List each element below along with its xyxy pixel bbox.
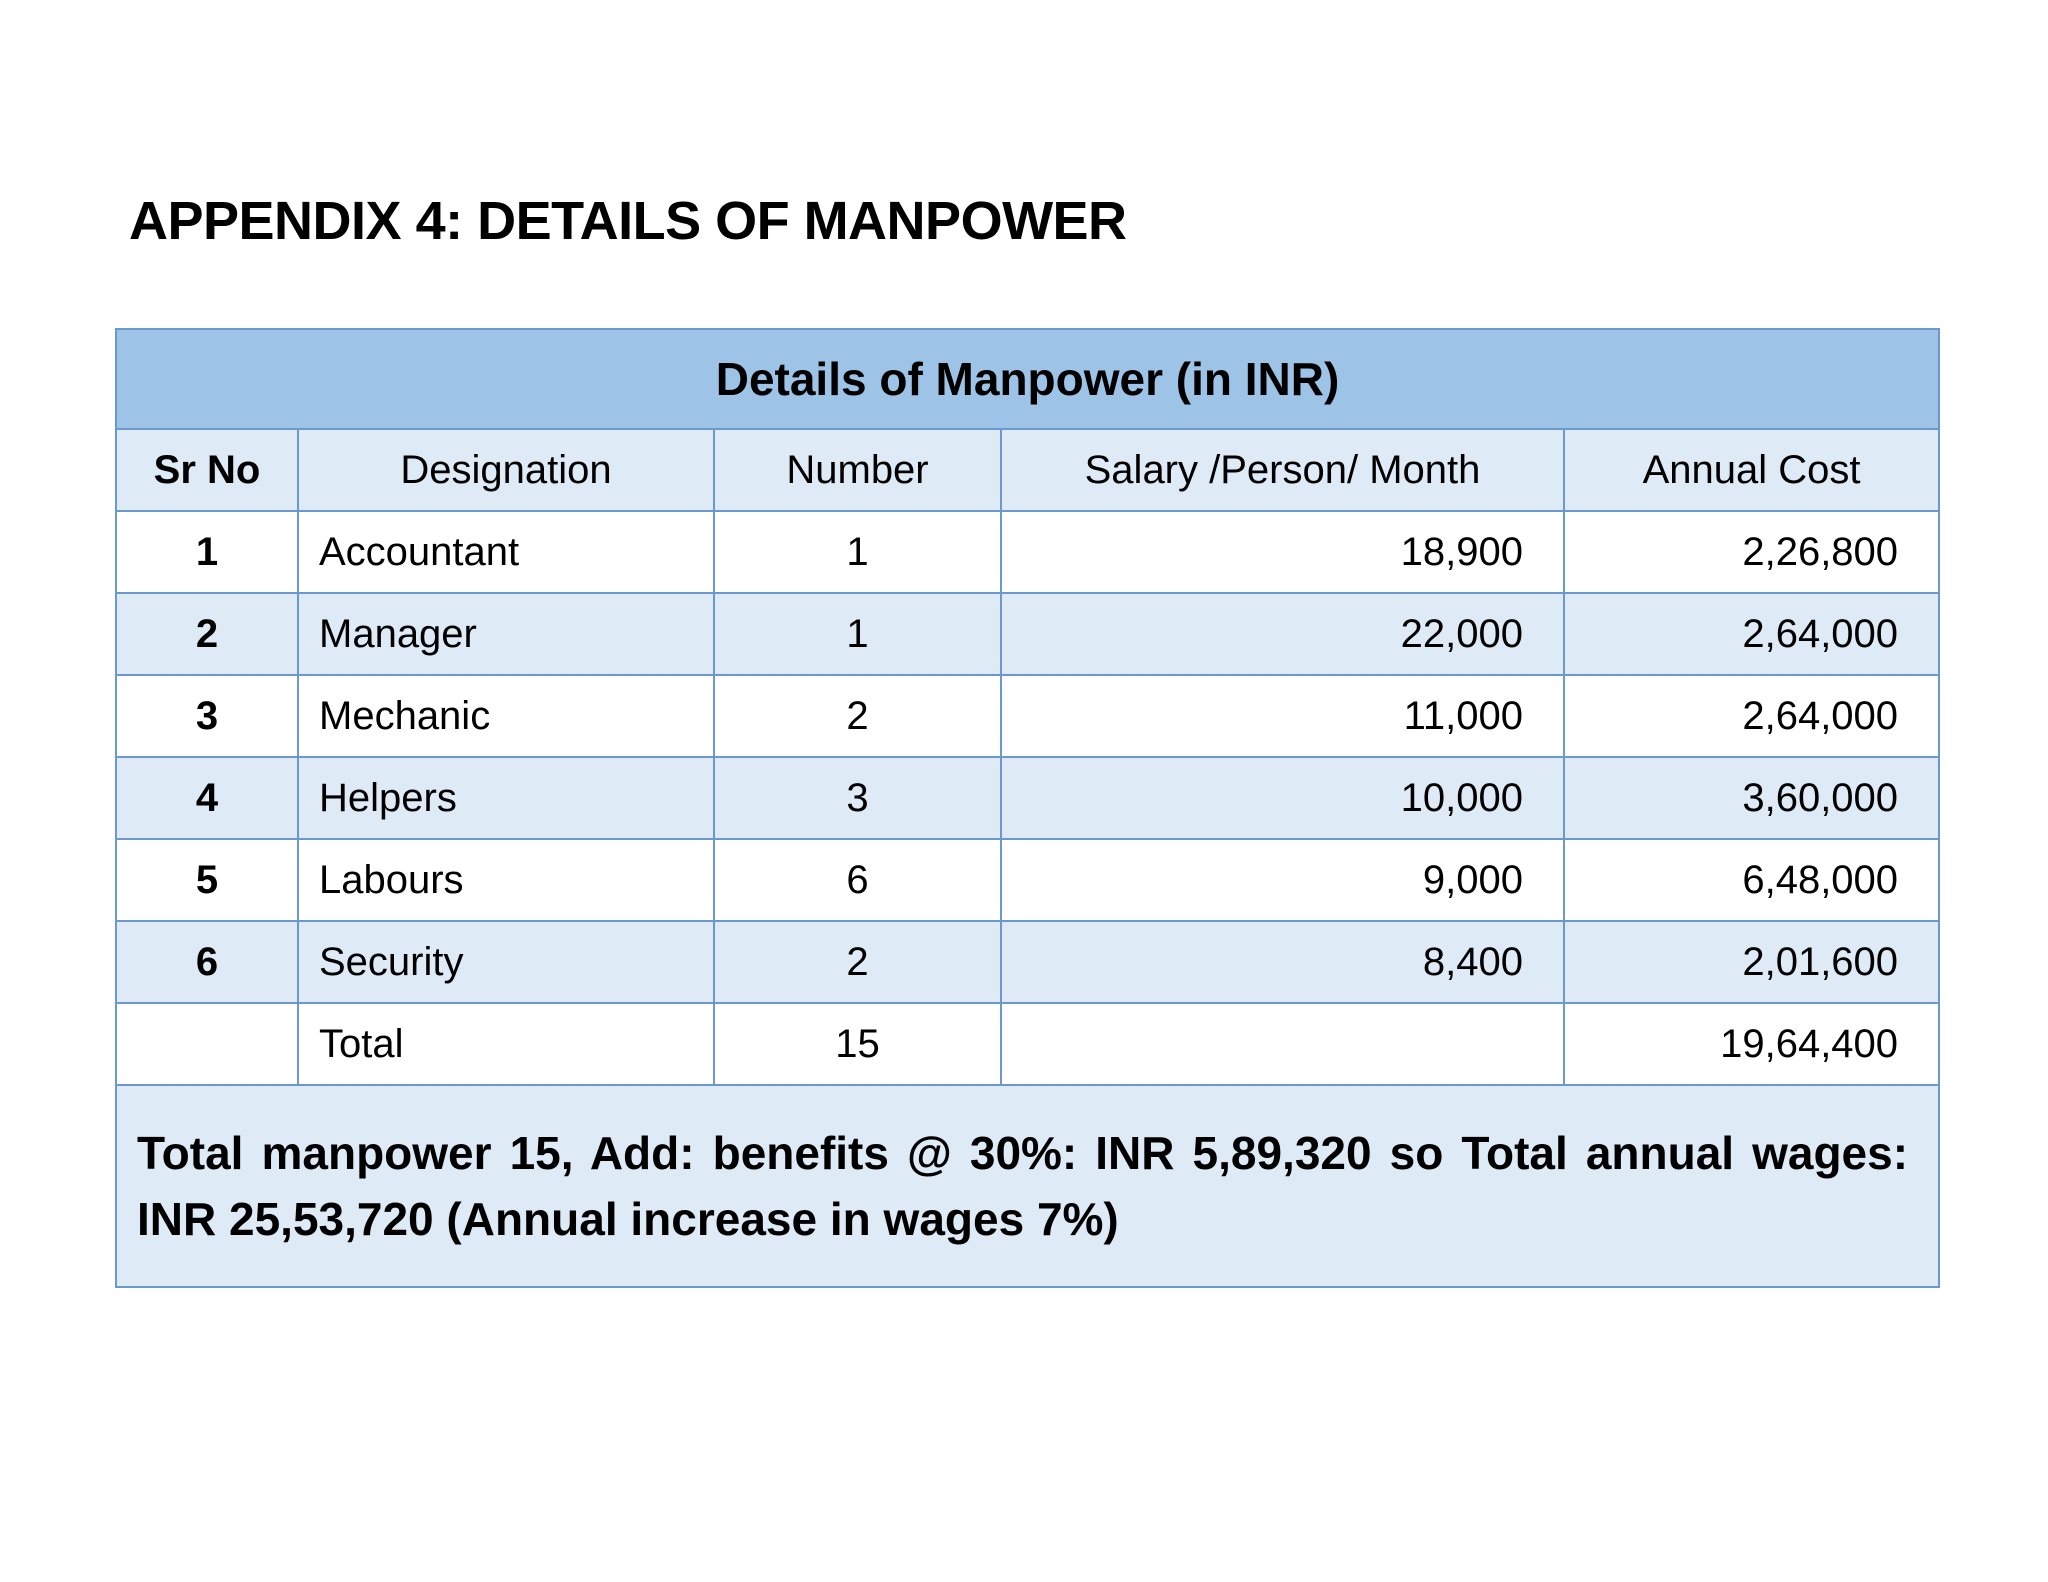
total-label: Total [297,1002,715,1086]
table-row: 6 Security 2 8,400 2,01,600 [115,920,1941,1004]
cell-designation: Security [297,920,715,1004]
cell-salary: 9,000 [1000,838,1565,922]
table-caption-row: Details of Manpower (in INR) [114,328,1941,430]
total-sr-no [115,1002,299,1086]
total-annual-cost: 19,64,400 [1562,1002,1941,1086]
table-row: 3 Mechanic 2 11,000 2,64,000 [115,674,1941,758]
cell-designation: Helpers [297,756,715,840]
cell-designation: Labours [297,838,715,922]
cell-salary: 22,000 [1000,592,1565,676]
table-header-row: Sr No Designation Number Salary /Person/… [115,428,1941,512]
cell-salary: 11,000 [1000,674,1565,758]
cell-number: 1 [713,510,1002,594]
table-row: 2 Manager 1 22,000 2,64,000 [115,592,1941,676]
table-row: 5 Labours 6 9,000 6,48,000 [115,838,1941,922]
table-row: 4 Helpers 3 10,000 3,60,000 [115,756,1941,840]
cell-annual-cost: 2,64,000 [1562,674,1941,758]
appendix-title: APPENDIX 4: DETAILS OF MANPOWER [129,191,1127,251]
cell-annual-cost: 2,26,800 [1562,510,1941,594]
table-caption: Details of Manpower (in INR) [114,328,1941,430]
header-salary: Salary /Person/ Month [1000,428,1565,512]
total-salary [1000,1002,1565,1086]
cell-number: 2 [713,674,1002,758]
cell-sr-no: 4 [115,756,299,840]
cell-salary: 10,000 [1000,756,1565,840]
summary-text: Total manpower 15, Add: benefits @ 30%: … [114,1084,1941,1288]
header-annual-cost: Annual Cost [1562,428,1941,512]
header-sr-no: Sr No [115,428,299,512]
cell-sr-no: 3 [115,674,299,758]
cell-sr-no: 2 [115,592,299,676]
cell-annual-cost: 3,60,000 [1562,756,1941,840]
cell-designation: Manager [297,592,715,676]
cell-sr-no: 5 [115,838,299,922]
cell-annual-cost: 6,48,000 [1562,838,1941,922]
header-number: Number [713,428,1002,512]
cell-salary: 8,400 [1000,920,1565,1004]
table-row: 1 Accountant 1 18,900 2,26,800 [115,510,1941,594]
cell-sr-no: 1 [115,510,299,594]
summary-row: Total manpower 15, Add: benefits @ 30%: … [114,1084,1941,1288]
cell-number: 3 [713,756,1002,840]
manpower-table: Details of Manpower (in INR) Sr No Desig… [114,328,1941,1288]
cell-sr-no: 6 [115,920,299,1004]
total-number: 15 [713,1002,1002,1086]
header-designation: Designation [297,428,715,512]
cell-number: 1 [713,592,1002,676]
total-row: Total 15 19,64,400 [115,1002,1941,1086]
cell-designation: Accountant [297,510,715,594]
cell-number: 2 [713,920,1002,1004]
cell-designation: Mechanic [297,674,715,758]
cell-annual-cost: 2,01,600 [1562,920,1941,1004]
cell-salary: 18,900 [1000,510,1565,594]
cell-number: 6 [713,838,1002,922]
cell-annual-cost: 2,64,000 [1562,592,1941,676]
